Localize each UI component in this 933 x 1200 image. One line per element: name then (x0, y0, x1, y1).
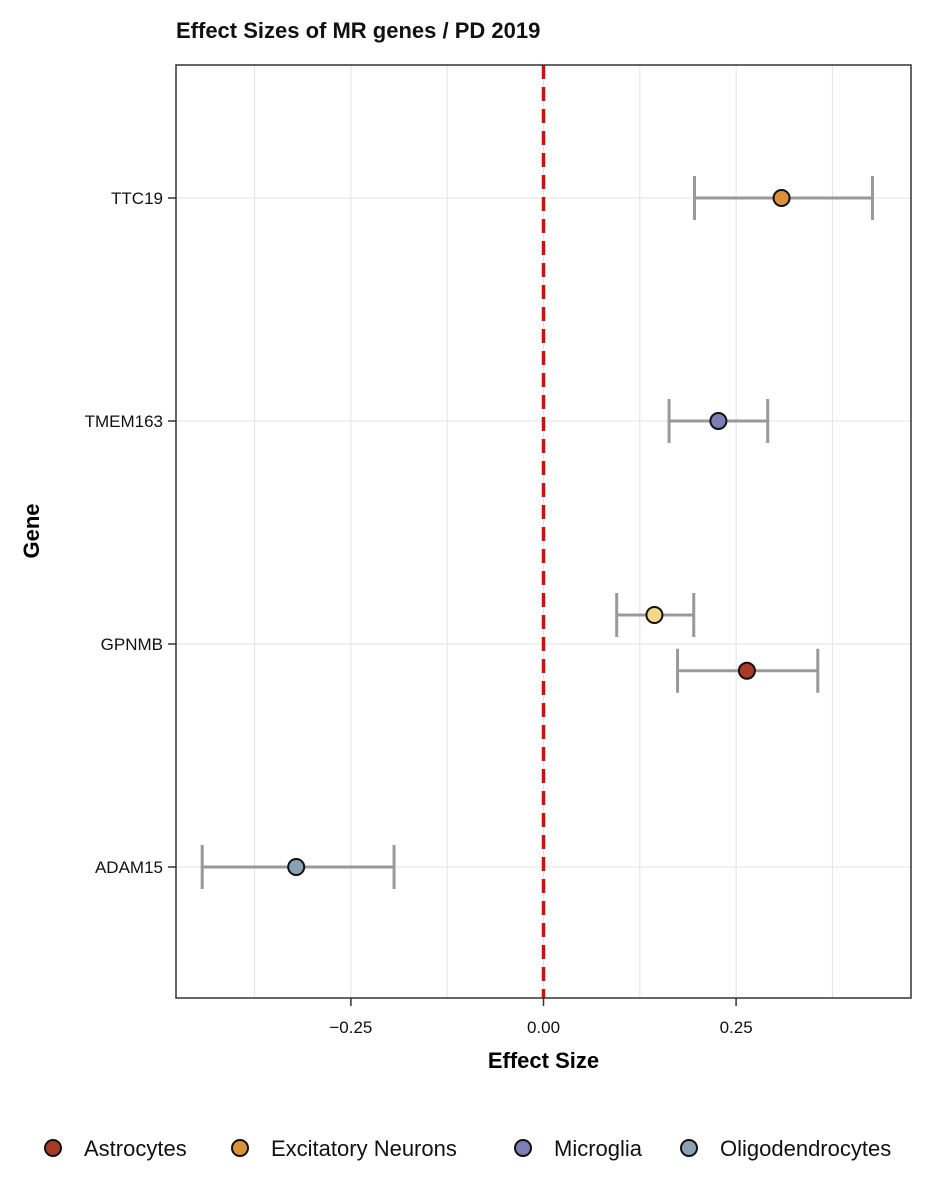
x-axis-title: Effect Size (488, 1048, 599, 1073)
legend-swatch (231, 1139, 249, 1157)
errorbar-ttc19-0 (693, 176, 874, 220)
legend-item-astrocytes: Astrocytes (44, 1136, 187, 1161)
legend-item-microglia: Microglia (514, 1136, 643, 1161)
point-estimate (737, 661, 756, 680)
errorbar-adam15-4 (200, 845, 396, 889)
x-tick-label: 0.25 (720, 1018, 753, 1037)
point-estimate (709, 412, 728, 430)
legend: Astrocytes Excitatory Neurons Microglia Oli… (44, 1136, 891, 1161)
point-estimate (287, 858, 306, 876)
errorbar-gpnmb-3 (676, 648, 820, 693)
legend-label: Astrocytes (84, 1136, 187, 1161)
legend-swatch (44, 1139, 62, 1157)
legend-swatch (680, 1139, 698, 1157)
y-tick-label-ttc19: TTC19 (111, 189, 163, 208)
marks-layer (200, 176, 874, 889)
y-tick-label-gpnmb: GPNMB (101, 635, 163, 654)
point-estimate (772, 189, 791, 207)
y-tick-label-adam15: ADAM15 (95, 858, 163, 877)
legend-label: Excitatory Neurons (271, 1136, 457, 1161)
x-tick-label: −0.25 (329, 1018, 372, 1037)
legend-item-oligodendrocytes: Oligodendrocytes (680, 1136, 891, 1161)
y-axis-title: Gene (19, 503, 44, 558)
legend-swatch (514, 1139, 532, 1157)
legend-label: Oligodendrocytes (720, 1136, 891, 1161)
y-tick-label-tmem163: TMEM163 (85, 412, 163, 431)
errorbar-gpnmb-2 (615, 593, 696, 638)
x-axis: −0.25 0.00 0.25 (329, 998, 753, 1037)
legend-label: Microglia (554, 1136, 643, 1161)
x-tick-label: 0.00 (527, 1018, 560, 1037)
y-axis: TTC19 TMEM163 GPNMB ADAM15 (85, 189, 176, 877)
point-estimate (645, 606, 664, 625)
errorbar-tmem163-1 (667, 399, 770, 443)
legend-item-excitatory-neurons: Excitatory Neurons (231, 1136, 457, 1161)
chart-title: Effect Sizes of MR genes / PD 2019 (176, 18, 540, 43)
